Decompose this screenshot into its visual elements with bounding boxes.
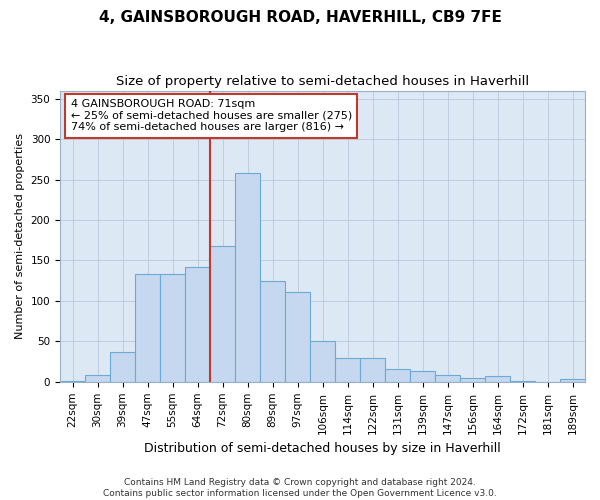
Bar: [310, 342, 335, 382]
Bar: [385, 369, 410, 382]
Bar: [160, 274, 185, 382]
Bar: [85, 376, 110, 382]
Bar: [560, 380, 585, 382]
Text: 4, GAINSBOROUGH ROAD, HAVERHILL, CB9 7FE: 4, GAINSBOROUGH ROAD, HAVERHILL, CB9 7FE: [98, 10, 502, 25]
Bar: [335, 358, 360, 382]
Bar: [235, 173, 260, 382]
Bar: [60, 381, 85, 382]
Bar: [360, 358, 385, 382]
Bar: [285, 292, 310, 382]
Bar: [410, 372, 435, 382]
Bar: [210, 246, 235, 382]
Bar: [260, 280, 285, 382]
Title: Size of property relative to semi-detached houses in Haverhill: Size of property relative to semi-detach…: [116, 75, 529, 88]
Text: 4 GAINSBOROUGH ROAD: 71sqm
← 25% of semi-detached houses are smaller (275)
74% o: 4 GAINSBOROUGH ROAD: 71sqm ← 25% of semi…: [71, 100, 352, 132]
Bar: [435, 376, 460, 382]
Bar: [460, 378, 485, 382]
Y-axis label: Number of semi-detached properties: Number of semi-detached properties: [15, 133, 25, 339]
Text: Contains HM Land Registry data © Crown copyright and database right 2024.
Contai: Contains HM Land Registry data © Crown c…: [103, 478, 497, 498]
Bar: [110, 352, 135, 382]
Bar: [135, 274, 160, 382]
Bar: [485, 376, 510, 382]
X-axis label: Distribution of semi-detached houses by size in Haverhill: Distribution of semi-detached houses by …: [144, 442, 501, 455]
Bar: [185, 267, 210, 382]
Bar: [510, 381, 535, 382]
